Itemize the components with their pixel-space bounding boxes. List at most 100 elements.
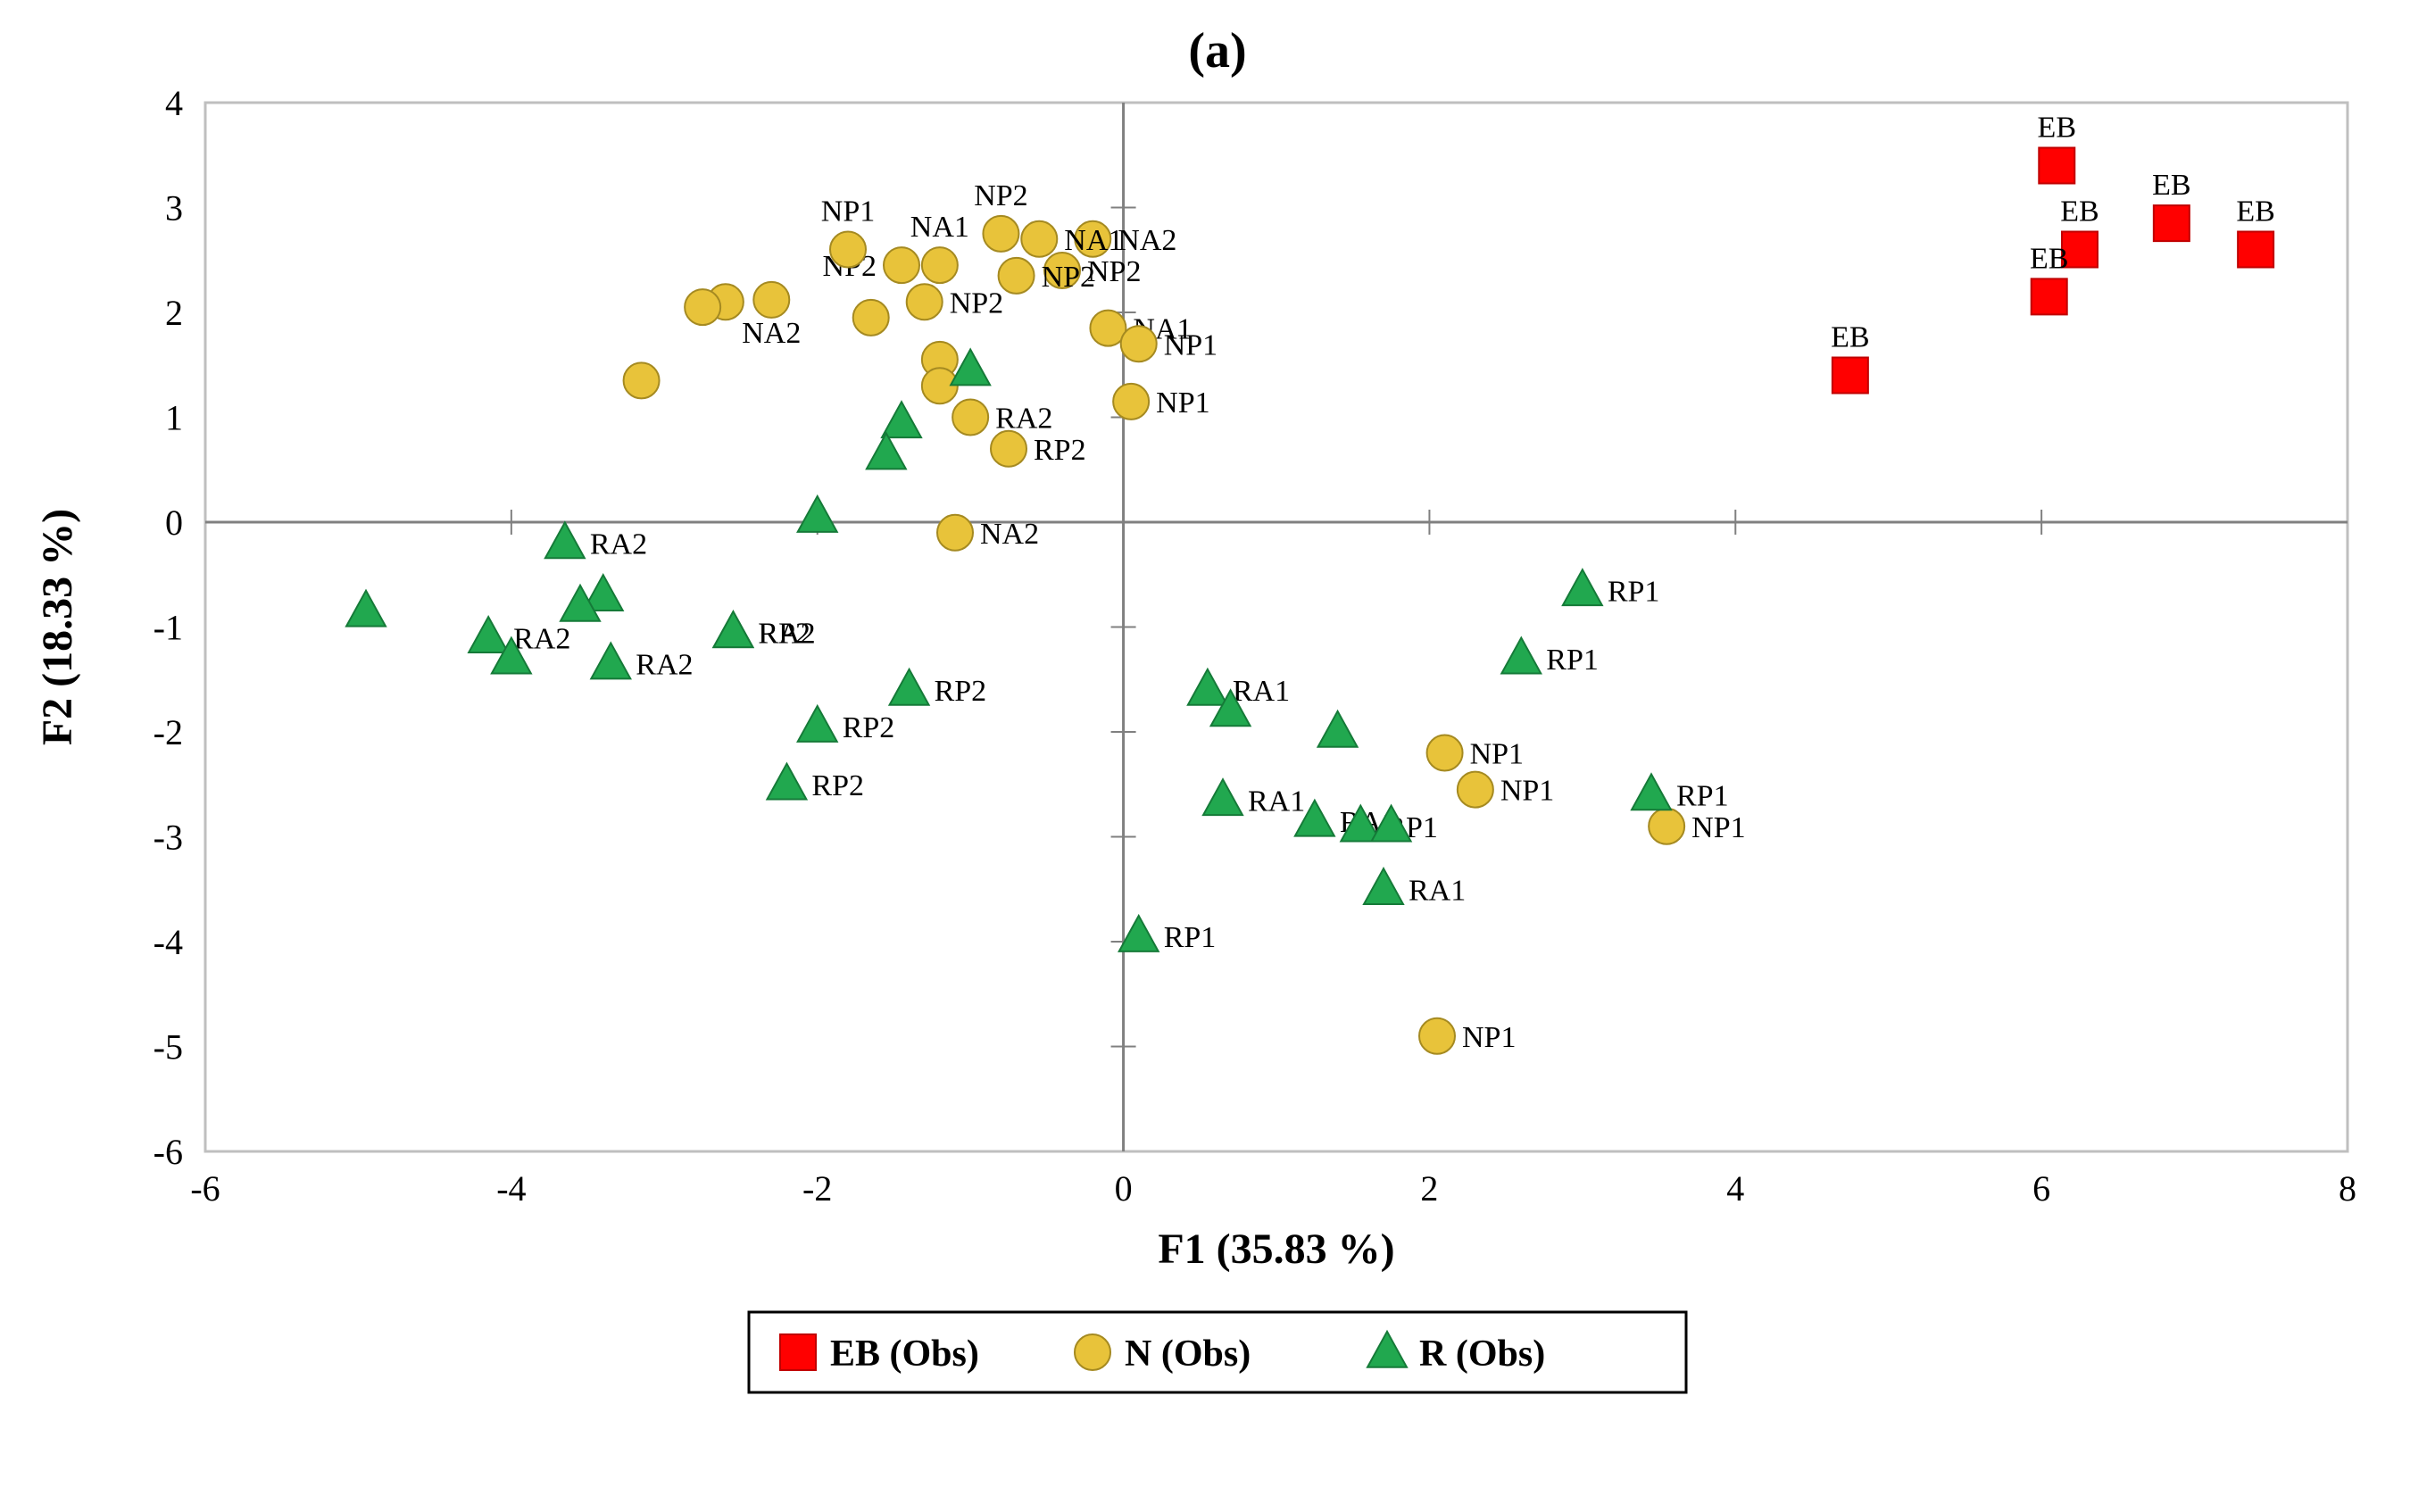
y-tick-label: -2: [154, 712, 183, 752]
point-label: NP2: [1042, 261, 1095, 294]
point-label: NA2: [1118, 224, 1176, 257]
x-axis-ticks: -6-4-202468: [190, 1168, 2356, 1209]
legend-label-EB: EB (Obs): [830, 1333, 979, 1375]
point-N: [991, 431, 1026, 467]
point-R: [1501, 638, 1541, 674]
point-EB: [2154, 205, 2190, 241]
point-label: RP1: [1608, 575, 1660, 608]
legend-label-R: R (Obs): [1419, 1333, 1545, 1375]
point-N: [884, 247, 919, 283]
point-label: NP2: [1087, 255, 1141, 288]
point-label: NP1: [1462, 1021, 1516, 1054]
x-tick-label: 8: [2339, 1168, 2356, 1209]
y-tick-label: -6: [154, 1132, 183, 1172]
point-R: [767, 764, 806, 800]
point-N: [1649, 809, 1684, 844]
point-N: [1427, 735, 1463, 771]
point-N: [624, 362, 660, 398]
point-label: NA2: [742, 317, 801, 350]
point-N: [922, 247, 958, 283]
point-R: [1632, 774, 1671, 810]
point-label: NP1: [1156, 386, 1209, 420]
point-N: [853, 300, 889, 336]
point-R: [1563, 569, 1602, 605]
y-axis-ticks: -6-5-4-3-2-101234: [154, 83, 183, 1172]
legend-marker-EB: [780, 1334, 816, 1370]
point-R: [1318, 711, 1358, 747]
point-label: RP2: [1034, 434, 1086, 467]
point-label: EB: [2236, 195, 2274, 228]
x-tick-label: 6: [2032, 1168, 2050, 1209]
point-label: RA2: [758, 617, 815, 650]
point-R: [1364, 868, 1403, 904]
legend-label-N: N (Obs): [1125, 1333, 1251, 1375]
x-tick-label: 4: [1726, 1168, 1744, 1209]
point-R: [1188, 669, 1227, 705]
point-label: NP1: [1691, 811, 1745, 844]
point-label: RA2: [513, 622, 570, 655]
point-N: [983, 216, 1018, 252]
point-R: [545, 522, 585, 558]
point-N: [1021, 221, 1057, 257]
point-R: [882, 402, 921, 437]
point-label: EB: [1831, 321, 1869, 354]
point-R: [798, 496, 837, 532]
point-EB: [2238, 232, 2273, 268]
point-N: [907, 284, 943, 320]
point-N: [753, 282, 789, 318]
y-tick-label: -3: [154, 818, 183, 858]
point-label: EB: [2152, 169, 2190, 202]
point-label: NP1: [1500, 775, 1554, 808]
point-label: RA1: [1248, 785, 1305, 818]
x-tick-label: -2: [802, 1168, 832, 1209]
point-N: [830, 232, 866, 268]
point-label: NA1: [910, 211, 969, 244]
point-N: [1121, 326, 1157, 361]
point-N: [952, 400, 988, 436]
point-label: NP2: [950, 287, 1003, 320]
legend: EB (Obs) N (Obs) R (Obs): [749, 1312, 1686, 1392]
point-N: [937, 515, 973, 551]
point-R: [591, 643, 630, 678]
point-N: [1113, 384, 1149, 420]
point-label: RP1: [1164, 921, 1217, 954]
point-R: [1119, 916, 1159, 951]
y-tick-label: 0: [165, 503, 183, 543]
point-label: NA1: [1064, 224, 1123, 257]
point-label: RP2: [811, 769, 864, 802]
x-tick-label: 0: [1115, 1168, 1133, 1209]
point-label: RP1: [1676, 780, 1729, 813]
data-points: EBEBEBEBEBEBNA2NA1NP2NP2NP2NA1NP2NP2NP1N…: [346, 112, 2275, 1054]
point-label: EB: [2038, 112, 2076, 145]
point-N: [685, 289, 720, 325]
point-label: NP1: [1164, 328, 1218, 361]
point-N: [1419, 1018, 1455, 1054]
point-label: RP1: [1546, 644, 1599, 677]
point-label: RP2: [935, 675, 987, 708]
point-R: [890, 669, 929, 705]
chart-title: (a): [1188, 23, 1246, 79]
point-EB: [2039, 148, 2074, 184]
point-label: NP1: [1470, 738, 1524, 771]
point-R: [867, 433, 906, 469]
point-R: [798, 706, 837, 742]
y-tick-label: 2: [165, 293, 183, 333]
point-label: NP1: [821, 195, 875, 228]
point-label: NA2: [980, 518, 1039, 551]
point-R: [713, 611, 752, 647]
point-label: RA1: [1409, 874, 1466, 907]
point-R: [346, 591, 386, 627]
point-EB: [1832, 358, 1868, 394]
x-tick-label: -6: [190, 1168, 220, 1209]
y-tick-label: -1: [154, 608, 183, 648]
point-label: RP2: [843, 711, 895, 744]
point-label: RA2: [590, 528, 647, 561]
y-tick-label: -4: [154, 922, 183, 962]
point-label: RA1: [1233, 675, 1290, 708]
legend-marker-N: [1075, 1334, 1110, 1370]
point-R: [469, 617, 508, 652]
point-label: EB: [2030, 242, 2068, 275]
scatter-chart: (a) -6-4-202468 -6-5-4-3-2-101234 F1 (35…: [0, 0, 2435, 1496]
x-axis-label: F1 (35.83 %): [1158, 1225, 1394, 1273]
y-tick-label: 3: [165, 188, 183, 228]
